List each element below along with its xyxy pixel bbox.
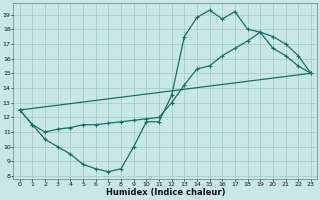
X-axis label: Humidex (Indice chaleur): Humidex (Indice chaleur) [106,188,225,197]
